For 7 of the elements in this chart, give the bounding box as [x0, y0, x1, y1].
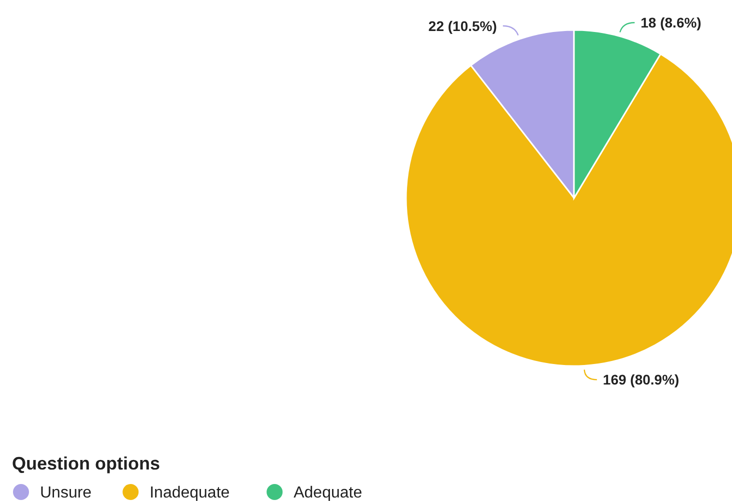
legend-title: Question options [12, 453, 160, 474]
legend-label: Unsure [40, 484, 92, 501]
data-label: 169 (80.9%) [602, 372, 680, 388]
legend-label: Inadequate [150, 484, 230, 501]
data-label: 22 (10.5%) [428, 18, 497, 34]
legend-label: Adequate [294, 484, 362, 501]
data-label: 18 (8.6%) [640, 14, 702, 31]
